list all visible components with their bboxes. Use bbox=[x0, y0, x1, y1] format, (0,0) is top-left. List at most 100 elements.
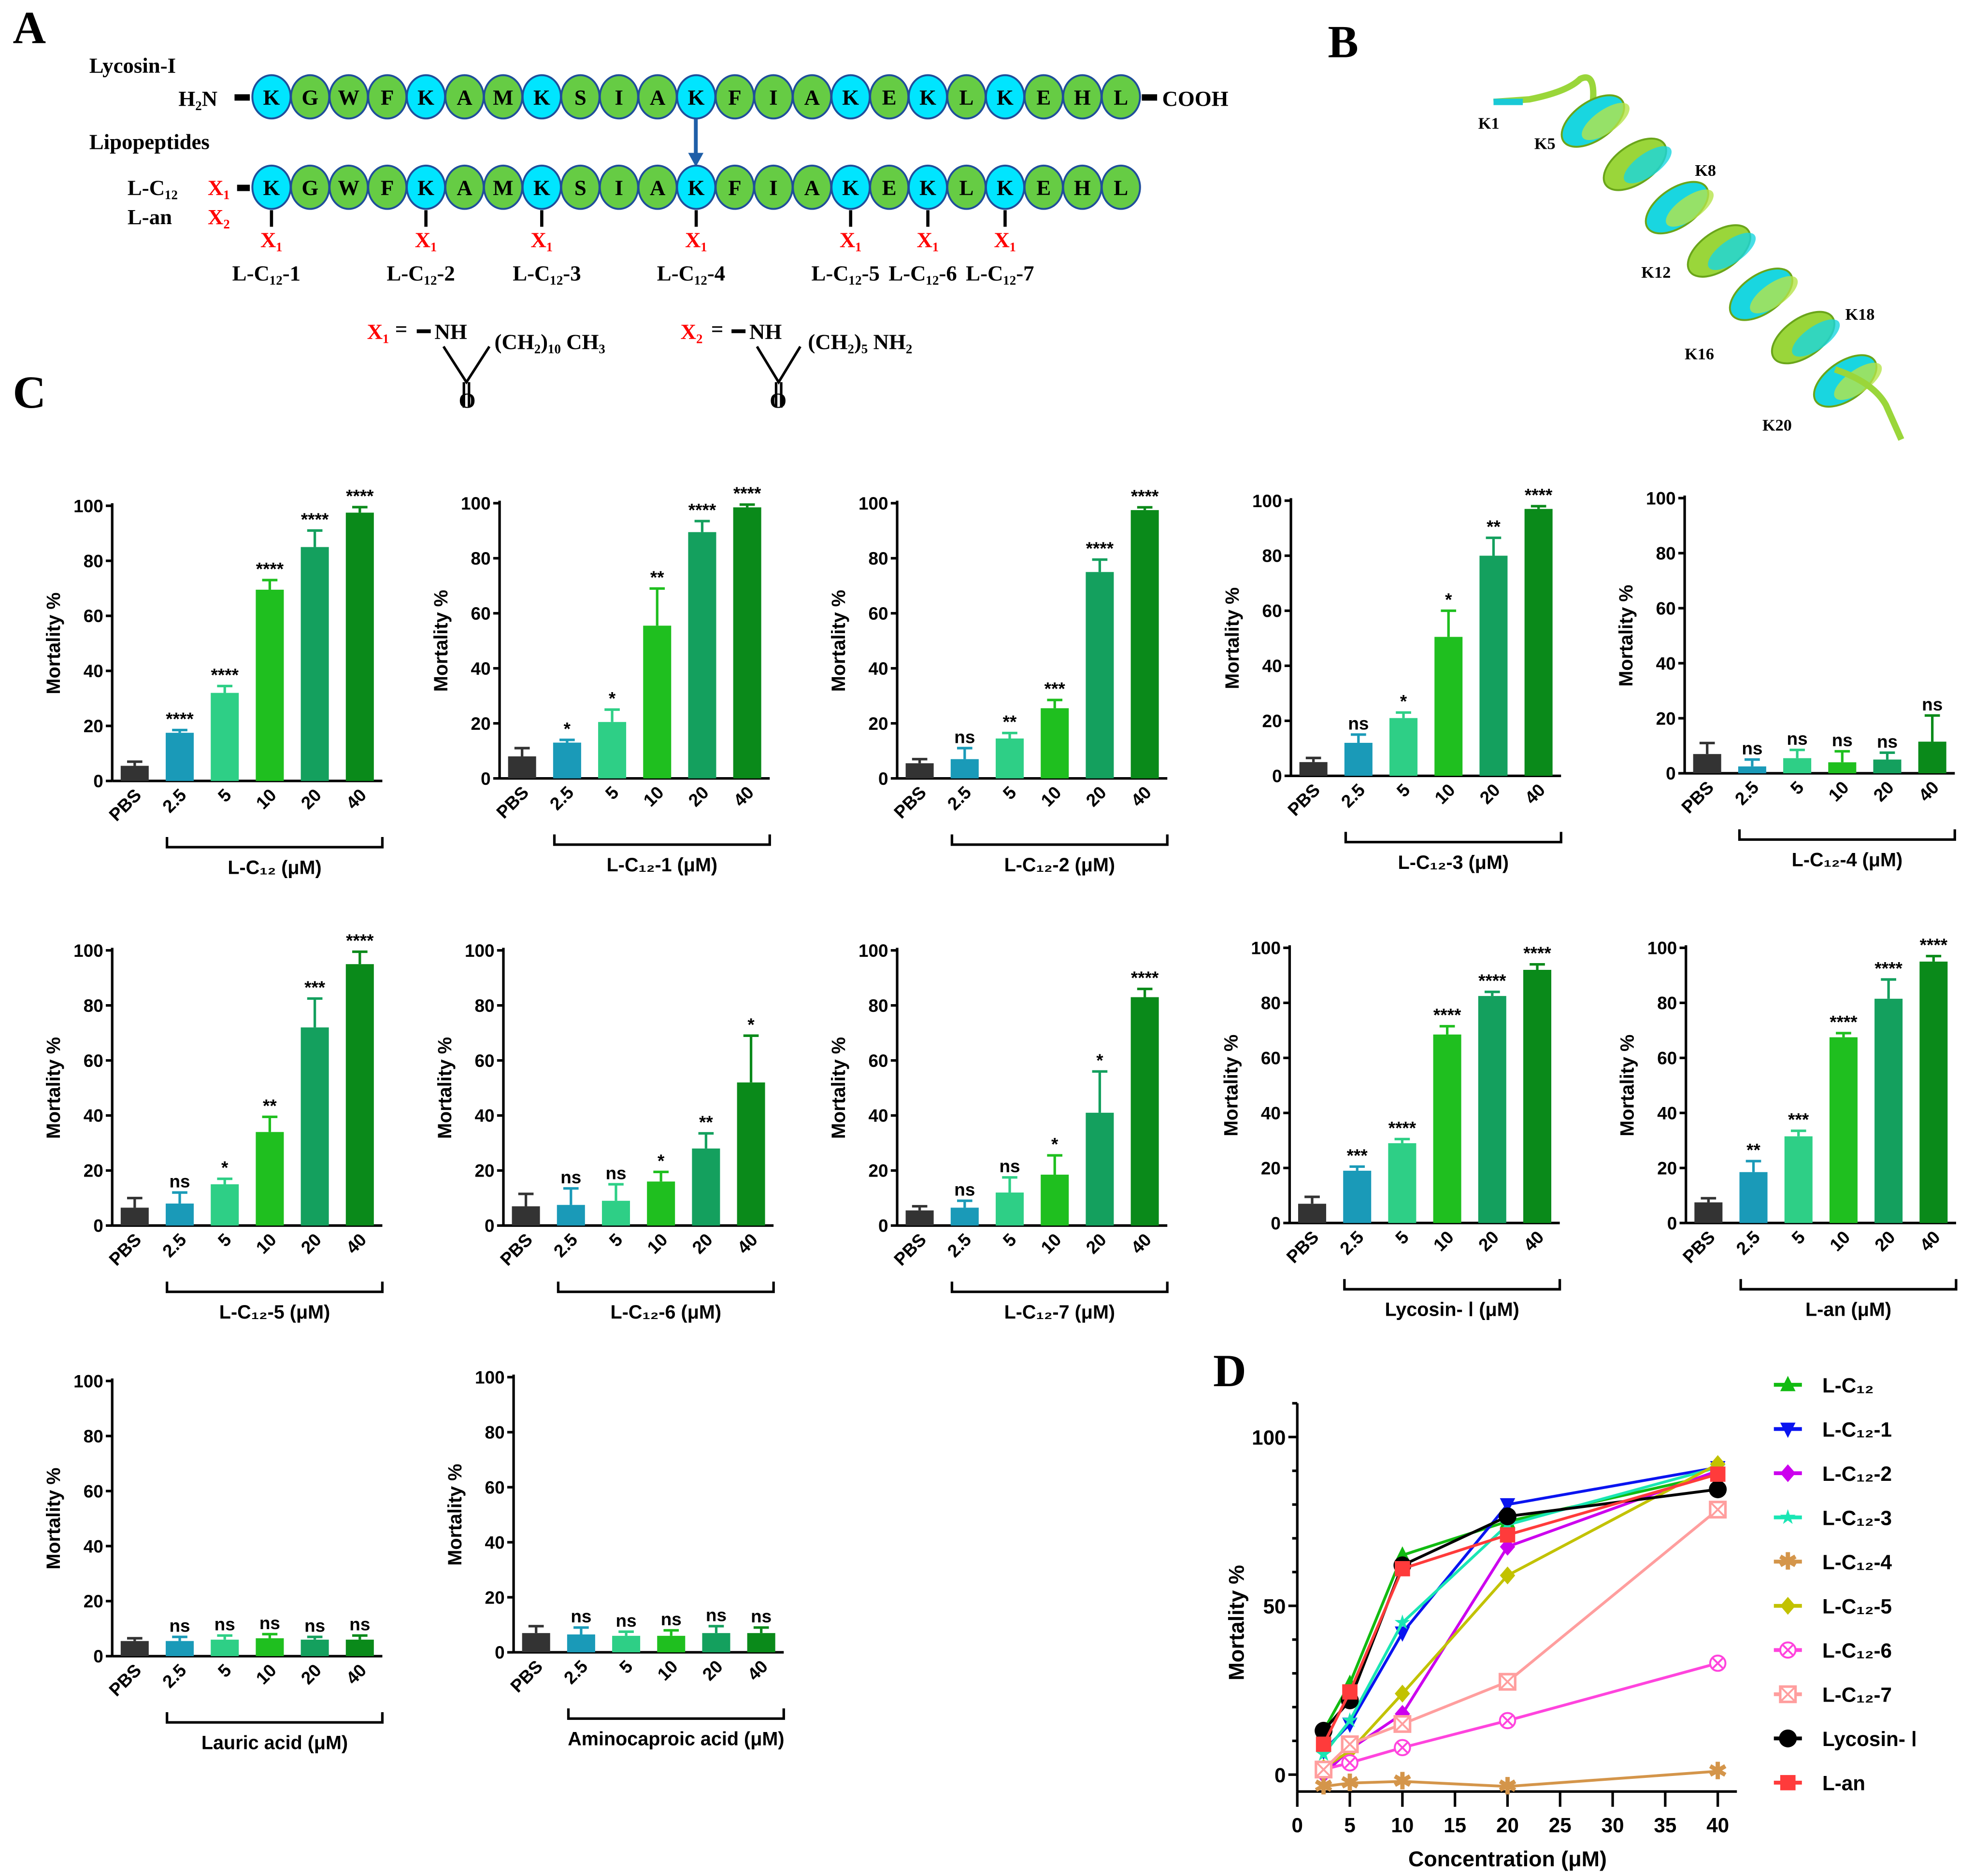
y-tick-label: 0 bbox=[1271, 1213, 1281, 1233]
x-tick-label: 30 bbox=[1602, 1814, 1624, 1837]
legend-label: L-C₁₂-3 bbox=[1822, 1507, 1892, 1530]
y-tick-label: 20 bbox=[474, 1161, 494, 1181]
series-line bbox=[1323, 1770, 1718, 1788]
bar bbox=[300, 547, 329, 781]
bar-chart-8: 0 20 40 60 80 100 Mortality % PBS ns 2.5 ns 5 * 10 * 20… bbox=[828, 941, 1169, 1323]
residue-13: F bbox=[715, 164, 755, 210]
significance-label: **** bbox=[1131, 486, 1159, 506]
bar bbox=[1041, 1175, 1069, 1226]
bar bbox=[1298, 1204, 1327, 1223]
x-tick-label: 20 bbox=[1082, 1230, 1110, 1258]
bar bbox=[1694, 1202, 1723, 1223]
residue-letter: A bbox=[457, 176, 472, 200]
group-bracket bbox=[166, 1712, 384, 1724]
residue-17: E bbox=[869, 74, 910, 120]
significance-label: * bbox=[609, 689, 616, 709]
residue-13: F bbox=[715, 74, 755, 120]
x-axis-label: L-C₁₂-5 (μM) bbox=[219, 1302, 330, 1323]
residue-letter: I bbox=[769, 85, 777, 109]
n-terminus: H₂N bbox=[178, 86, 217, 111]
data-point bbox=[1780, 1422, 1796, 1438]
residue-1: K bbox=[251, 74, 292, 120]
y-tick-label: 40 bbox=[84, 1536, 103, 1556]
residue-letter: H bbox=[1074, 176, 1091, 200]
significance-label: *** bbox=[1347, 1146, 1368, 1165]
significance-label: *** bbox=[1044, 679, 1066, 699]
x-tick-label: 20 bbox=[297, 785, 325, 813]
series-line bbox=[1322, 1488, 1718, 1732]
lipopeptide-name: L-C₁₂-5 bbox=[811, 261, 879, 285]
bar bbox=[553, 742, 581, 779]
y-tick-label: 20 bbox=[1657, 1158, 1677, 1178]
bar bbox=[1524, 509, 1553, 776]
residue-letter: K bbox=[263, 85, 280, 109]
significance-label: ** bbox=[650, 568, 664, 587]
significance-label: **** bbox=[1086, 539, 1114, 558]
lipopeptide-name: L-C₁₂-4 bbox=[657, 261, 725, 285]
residue-letter: G bbox=[301, 176, 318, 200]
data-point bbox=[1500, 1498, 1516, 1514]
residue-letter: A bbox=[650, 85, 666, 109]
residue-1: K bbox=[251, 164, 292, 210]
y-tick-label: 60 bbox=[84, 1051, 103, 1071]
x-tick-label: 2.5 bbox=[944, 1230, 975, 1261]
x-tick-label: 10 bbox=[644, 1230, 672, 1258]
y-tick-label: 0 bbox=[93, 1216, 103, 1236]
legend-label: L-C₁₂-6 bbox=[1822, 1639, 1892, 1662]
residue-letter: E bbox=[882, 176, 897, 200]
bar bbox=[647, 1181, 675, 1226]
residue-letter: L bbox=[959, 176, 974, 200]
significance-label: **** bbox=[1388, 1118, 1416, 1138]
bar bbox=[211, 1184, 239, 1226]
bar bbox=[692, 1148, 720, 1226]
residue-letter: W bbox=[338, 85, 359, 109]
y-tick-label: 40 bbox=[869, 659, 888, 679]
y-axis-label: Mortality % bbox=[444, 1464, 466, 1566]
y-tick-label: 80 bbox=[1262, 546, 1282, 566]
bar bbox=[702, 1633, 730, 1653]
legend-label: L-an bbox=[1822, 1772, 1865, 1795]
residue-9: S bbox=[560, 74, 601, 120]
residue-letter: F bbox=[728, 176, 741, 200]
x1-label: X₁ bbox=[260, 228, 283, 252]
residue-letter: F bbox=[381, 85, 394, 109]
bar bbox=[345, 964, 374, 1226]
x-tick-label: PBS bbox=[493, 782, 533, 823]
residue-letter: I bbox=[615, 176, 623, 200]
x-tick-label: 20 bbox=[1496, 1814, 1519, 1837]
residue-letter: A bbox=[650, 176, 666, 200]
significance-label: * bbox=[658, 1151, 665, 1171]
data-point bbox=[1780, 1376, 1796, 1391]
x-tick-label: 5 bbox=[999, 782, 1020, 804]
x-tick-label: 10 bbox=[1430, 1227, 1458, 1255]
legend-item: Lycosin- Ⅰ bbox=[1773, 1728, 1917, 1750]
data-point: ✱ bbox=[1498, 1774, 1517, 1800]
residue-letter: K bbox=[263, 176, 280, 200]
series-line bbox=[1322, 1469, 1718, 1776]
data-point: ★ bbox=[1341, 1709, 1359, 1732]
significance-label: ns bbox=[999, 1156, 1020, 1176]
y-tick-label: 40 bbox=[471, 659, 491, 679]
x-tick-label: 10 bbox=[252, 1230, 280, 1258]
line-chart: 0 50 100 0 5 10 15 20 25 30 35 40 Concentration (μM)… bbox=[1224, 1374, 1917, 1871]
x-tick-label: 2.5 bbox=[944, 782, 975, 814]
x-axis-label: L-C₁₂-7 (μM) bbox=[1004, 1302, 1115, 1323]
y-axis-label: Mortality % bbox=[430, 590, 452, 692]
y-tick-label: 20 bbox=[1656, 709, 1676, 728]
significance-label: ns bbox=[1922, 695, 1943, 714]
significance-label: ns bbox=[571, 1606, 591, 1626]
data-point bbox=[1342, 1684, 1358, 1700]
group-bracket bbox=[1739, 1279, 1958, 1291]
bar bbox=[1693, 754, 1721, 774]
residue-letter: K bbox=[688, 176, 705, 200]
y-tick-label: 60 bbox=[471, 604, 491, 624]
significance-label: ns bbox=[560, 1167, 581, 1187]
residue-letter: F bbox=[728, 85, 741, 109]
significance-label: *** bbox=[1788, 1110, 1809, 1130]
x-tick-label: 2.5 bbox=[158, 1660, 190, 1691]
residue-letter: K bbox=[688, 85, 705, 109]
y-tick-label: 60 bbox=[869, 1051, 888, 1071]
bar-chart-2: 0 20 40 60 80 100 Mortality % PBS * 2.5 * 5 ** 10 ****… bbox=[430, 483, 771, 876]
legend-item: L-an bbox=[1773, 1772, 1865, 1795]
residue-7: M bbox=[483, 164, 524, 210]
